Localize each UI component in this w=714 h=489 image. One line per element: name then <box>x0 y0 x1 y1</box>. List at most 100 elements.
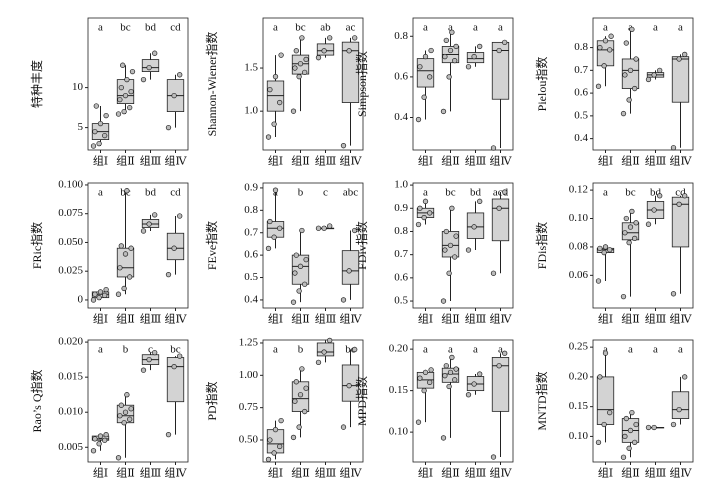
data-point <box>293 48 299 54</box>
y-tick-label: 0.8 <box>394 225 408 237</box>
significance-letter: a <box>273 22 278 34</box>
data-point <box>632 439 638 446</box>
plot-frame <box>592 339 694 463</box>
significance-letter: bc <box>295 22 306 34</box>
data-point <box>443 363 449 369</box>
data-point <box>415 221 422 228</box>
significance-letter: cd <box>675 187 686 199</box>
data-point <box>623 215 629 222</box>
x-tick-label: 组Ⅲ <box>315 312 337 326</box>
data-point <box>90 297 97 303</box>
y-axis-label: FDiv指数 <box>354 221 369 270</box>
data-point <box>140 76 147 83</box>
data-point <box>299 35 305 41</box>
data-point <box>633 56 639 62</box>
significance-letter: b <box>298 187 304 199</box>
data-point <box>327 35 333 41</box>
y-axis-label: MNTD指数 <box>534 371 549 430</box>
data-point <box>92 436 98 442</box>
data-point <box>601 63 607 69</box>
x-tick-label: 组Ⅲ <box>315 154 337 168</box>
data-point <box>622 230 628 236</box>
data-point <box>121 285 127 292</box>
significance-letter: b <box>123 344 129 356</box>
data-point <box>290 434 297 441</box>
significance-letter: bc <box>625 187 636 199</box>
x-tick-label: 组Ⅳ <box>490 312 513 326</box>
data-point <box>490 270 497 276</box>
data-point <box>597 245 603 251</box>
data-point <box>92 291 98 297</box>
significance-letter: c <box>323 187 328 199</box>
data-point <box>633 421 639 428</box>
data-point <box>128 245 134 251</box>
data-point <box>302 281 308 287</box>
data-point <box>177 72 183 78</box>
data-point <box>267 218 273 225</box>
plot-frame <box>412 182 514 309</box>
data-point <box>346 48 352 54</box>
box <box>621 58 640 89</box>
data-point <box>682 374 688 380</box>
data-point <box>676 406 682 413</box>
box <box>491 198 510 242</box>
y-tick-label: 1.0 <box>244 105 258 117</box>
data-point <box>146 221 152 227</box>
x-tick-label: 组Ⅰ <box>93 312 108 326</box>
data-point <box>290 299 297 305</box>
data-point <box>453 366 459 372</box>
data-point <box>622 433 628 440</box>
data-point <box>620 110 627 117</box>
data-point <box>626 445 632 451</box>
data-point <box>124 392 130 398</box>
data-point <box>118 84 124 91</box>
x-tick-label: 组Ⅳ <box>670 154 693 168</box>
box <box>341 364 360 402</box>
plot-frame <box>87 17 189 151</box>
y-tick-label: 0.4 <box>394 111 408 123</box>
y-tick-label: 0.020 <box>58 336 83 348</box>
significance-letter: a <box>448 22 453 34</box>
plot-frame <box>262 182 364 309</box>
data-point <box>103 432 109 438</box>
y-tick-label: 0.5 <box>244 271 258 283</box>
data-point <box>171 363 177 370</box>
y-axis-label: Simpson指数 <box>354 51 369 117</box>
y-tick-label: 0.10 <box>569 212 589 224</box>
data-point <box>115 291 122 297</box>
x-tick-label: 组Ⅲ <box>140 154 162 168</box>
box <box>316 342 335 357</box>
data-point <box>427 379 433 385</box>
data-point <box>302 69 308 76</box>
data-point <box>428 47 434 54</box>
data-point <box>645 424 652 431</box>
box <box>671 56 690 103</box>
data-point <box>321 349 327 355</box>
plot-frame <box>87 339 189 463</box>
data-point <box>293 379 299 385</box>
x-tick-label: 组Ⅲ <box>315 466 337 480</box>
data-point <box>177 353 183 359</box>
data-point <box>657 67 663 73</box>
x-tick-label: 组Ⅱ <box>116 466 134 480</box>
box <box>341 41 360 103</box>
data-point <box>496 205 502 211</box>
data-point <box>440 298 447 304</box>
data-point <box>452 254 458 260</box>
significance-letter: a <box>423 22 428 34</box>
significance-letter: a <box>473 22 478 34</box>
plot-frame <box>592 17 694 151</box>
data-point <box>602 350 609 356</box>
data-point <box>352 346 358 353</box>
data-point <box>302 408 308 415</box>
significance-letter: bd <box>145 22 157 34</box>
data-point <box>146 64 152 71</box>
data-point <box>447 369 454 376</box>
x-tick-label: 组Ⅱ <box>291 154 309 168</box>
data-point <box>96 140 102 147</box>
data-point <box>477 198 483 204</box>
data-point <box>315 359 322 366</box>
data-point <box>140 367 147 373</box>
y-axis-label: 特种丰度 <box>29 60 44 108</box>
x-tick-label: 组Ⅲ <box>140 466 162 480</box>
